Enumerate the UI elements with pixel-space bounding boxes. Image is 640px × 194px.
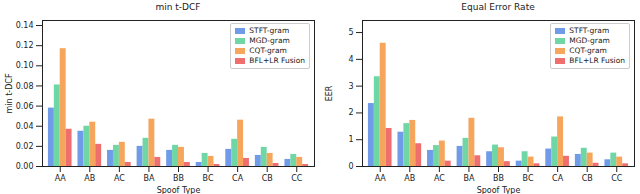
html-text:min t-DCF: min t-DCF — [155, 2, 201, 12]
svg-text:BC: BC — [523, 174, 534, 183]
html-text:MGD-gram: MGD-gram — [249, 36, 290, 45]
html-text:CQT-gram: CQT-gram — [249, 46, 287, 55]
svg-text:2: 2 — [348, 108, 353, 117]
svg-text:CC: CC — [611, 174, 623, 183]
svg-text:AC: AC — [434, 174, 445, 183]
svg-text:BC: BC — [203, 174, 214, 183]
svg-text:0.12: 0.12 — [16, 41, 34, 50]
svg-text:AA: AA — [55, 174, 67, 183]
svg-text:0.00: 0.00 — [16, 162, 34, 171]
svg-text:1: 1 — [348, 135, 353, 144]
svg-text:0.08: 0.08 — [16, 82, 34, 91]
svg-text:AB: AB — [404, 174, 415, 183]
svg-text:3: 3 — [348, 82, 353, 91]
svg-text:AA: AA — [375, 174, 387, 183]
html-text:STFT-gram: STFT-gram — [569, 26, 610, 35]
svg-text:0.02: 0.02 — [16, 142, 34, 151]
svg-text:5: 5 — [348, 28, 353, 37]
svg-text:0.14: 0.14 — [16, 21, 34, 30]
svg-text:BA: BA — [463, 174, 474, 183]
svg-text:BB: BB — [493, 174, 504, 183]
html-text:CQT-gram: CQT-gram — [569, 46, 607, 55]
svg-text:EER: EER — [325, 85, 334, 101]
svg-text:Spoof Type: Spoof Type — [477, 186, 521, 194]
svg-text:Spoof Type: Spoof Type — [157, 186, 201, 194]
svg-text:AB: AB — [84, 174, 95, 183]
html-text:STFT-gram: STFT-gram — [249, 26, 290, 35]
html-text:BFL+LR Fusion: BFL+LR Fusion — [249, 56, 305, 65]
svg-text:0.06: 0.06 — [16, 102, 34, 111]
html-text:BFL+LR Fusion: BFL+LR Fusion — [569, 56, 625, 65]
svg-text:CC: CC — [291, 174, 303, 183]
svg-text:CB: CB — [262, 174, 273, 183]
svg-text:BA: BA — [143, 174, 154, 183]
svg-text:0: 0 — [348, 162, 353, 171]
svg-text:0.10: 0.10 — [16, 61, 34, 70]
svg-text:CA: CA — [552, 174, 564, 183]
html-text:Equal Error Rate: Equal Error Rate — [461, 2, 535, 12]
html-text:MGD-gram: MGD-gram — [569, 36, 610, 45]
svg-text:CA: CA — [232, 174, 244, 183]
svg-text:BB: BB — [173, 174, 184, 183]
svg-text:AC: AC — [114, 174, 125, 183]
svg-text:0.04: 0.04 — [16, 122, 34, 131]
svg-text:4: 4 — [348, 55, 353, 64]
svg-text:CB: CB — [582, 174, 593, 183]
svg-text:min t-DCF: min t-DCF — [5, 73, 14, 113]
